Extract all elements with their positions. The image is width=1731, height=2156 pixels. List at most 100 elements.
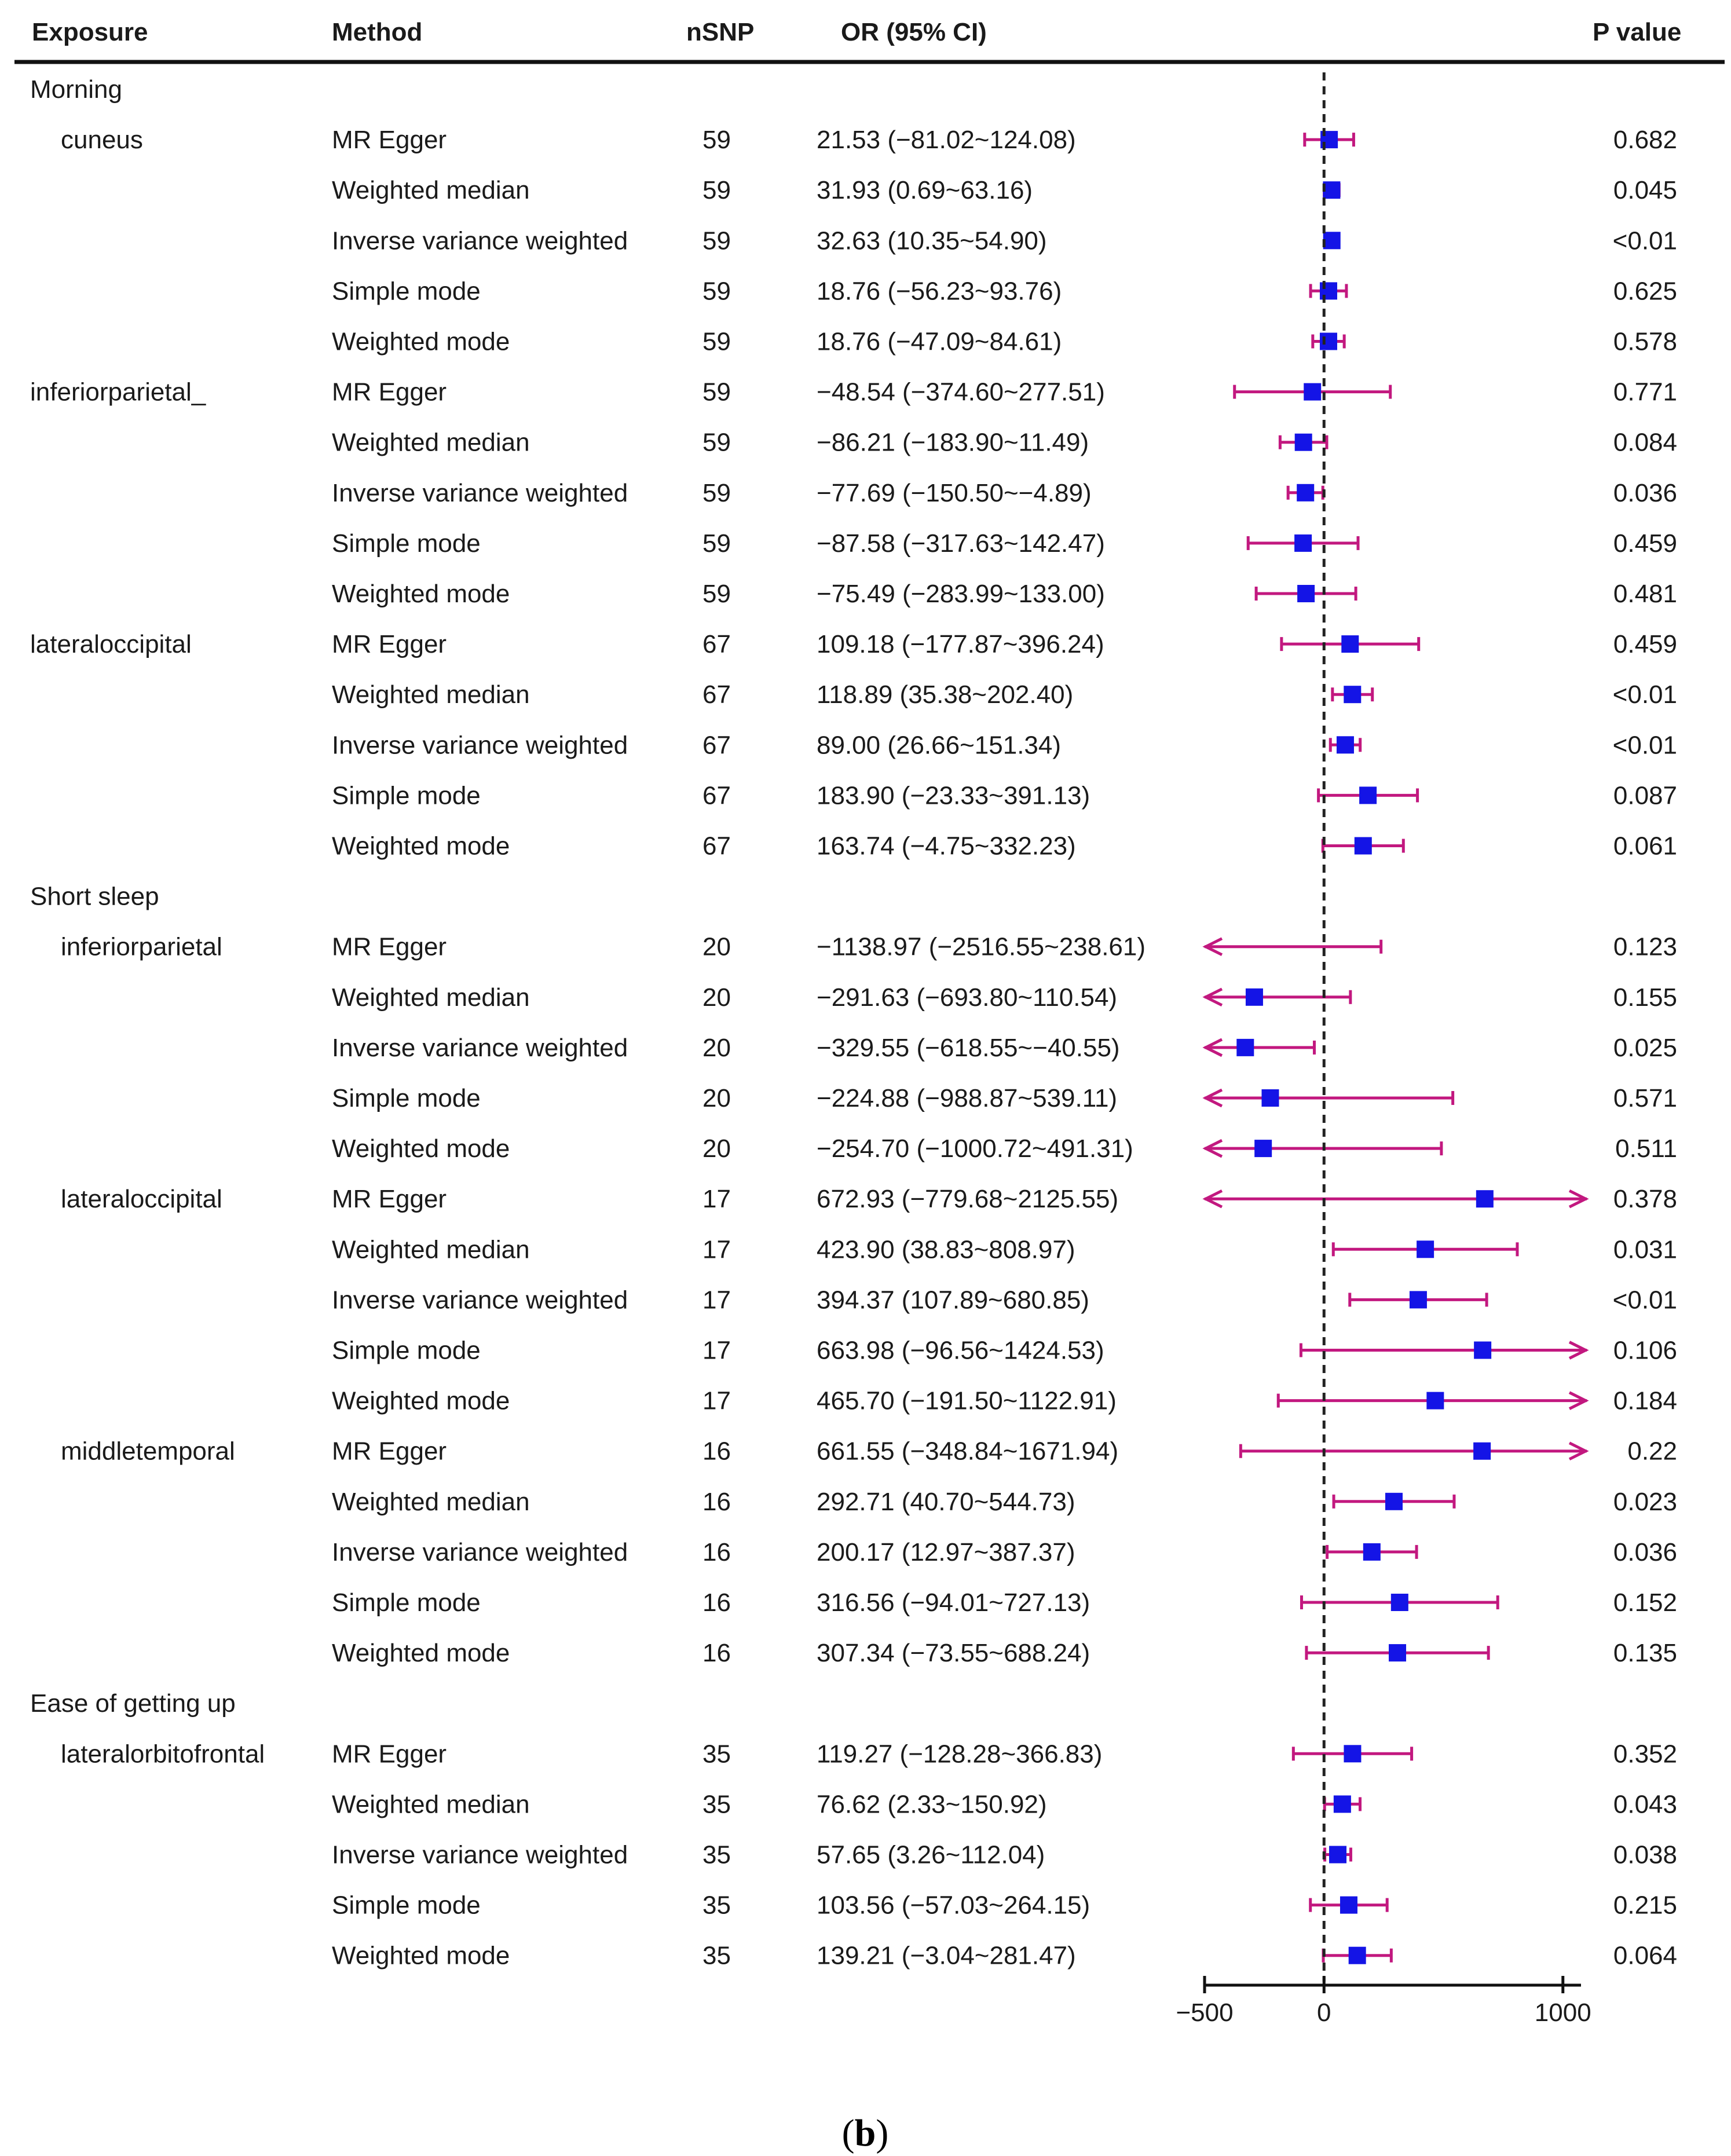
p-value: 0.106 — [1613, 1337, 1677, 1365]
or-ci-text: 18.76 (−47.09~84.61) — [817, 328, 1062, 356]
group-label: Ease of getting up — [30, 1689, 236, 1718]
table-row: Weighted mode 17 465.70 (−191.50~1122.91) 0… — [332, 1387, 1677, 1415]
nsnp-value: 35 — [702, 1841, 731, 1869]
or-ci-text: −48.54 (−374.60~277.51) — [817, 378, 1105, 407]
x-tick-label: 0 — [1317, 1998, 1331, 2027]
ci-mark — [1311, 332, 1346, 350]
nsnp-value: 35 — [702, 1740, 731, 1768]
nsnp-value: 59 — [702, 479, 731, 507]
nsnp-value: 35 — [702, 1790, 731, 1818]
or-ci-text: −86.21 (−183.90~11.49) — [817, 429, 1089, 457]
ci-mark — [1291, 1745, 1414, 1763]
exposure-label: middletemporal — [61, 1437, 235, 1466]
method-label: Weighted median — [332, 1488, 530, 1516]
table-row: lateralorbitofrontal MR Egger 35 119.27 (−1… — [61, 1740, 1677, 1768]
table-row: Weighted mode 67 163.74 (−4.75~332.23) 0.06… — [332, 832, 1677, 861]
p-value: 0.682 — [1613, 126, 1677, 154]
exposure-label: lateralorbitofrontal — [61, 1740, 265, 1768]
or-ci-text: 31.93 (0.69~63.16) — [817, 176, 1033, 204]
exposure-label: inferiorparietal_ — [30, 378, 206, 407]
p-value: <0.01 — [1613, 1286, 1677, 1314]
table-row: lateraloccipital MR Egger 67 109.18 (−177.8… — [30, 630, 1677, 658]
method-label: Simple mode — [332, 1588, 481, 1617]
method-label: MR Egger — [332, 630, 447, 658]
ci-mark — [1286, 484, 1324, 502]
table-row: Simple mode 16 316.56 (−94.01~727.13) 0.152 — [332, 1588, 1677, 1617]
p-value: 0.036 — [1613, 479, 1677, 507]
method-label: Simple mode — [332, 529, 481, 558]
table-row: Inverse variance weighted 67 89.00 (26.66~… — [332, 731, 1677, 759]
point-estimate — [1297, 585, 1315, 602]
header-exposure: Exposure — [32, 18, 148, 46]
ci-mark — [1331, 1240, 1519, 1258]
p-value: 0.045 — [1613, 176, 1677, 204]
method-label: Weighted median — [332, 1790, 530, 1818]
table-row: inferiorparietal_ MR Egger 59 −48.54 (−374.… — [30, 378, 1677, 407]
p-value: 0.038 — [1613, 1841, 1677, 1869]
or-ci-text: −224.88 (−988.87~539.11) — [817, 1084, 1117, 1112]
p-value: 0.043 — [1613, 1790, 1677, 1818]
nsnp-value: 16 — [702, 1437, 731, 1466]
nsnp-value: 17 — [702, 1337, 731, 1365]
nsnp-value: 20 — [702, 1134, 731, 1163]
or-ci-text: 103.56 (−57.03~264.15) — [817, 1891, 1090, 1920]
nsnp-value: 67 — [702, 832, 731, 861]
method-label: Simple mode — [332, 1891, 481, 1920]
or-ci-text: −75.49 (−283.99~133.00) — [817, 580, 1105, 608]
table-row: Weighted mode 35 139.21 (−3.04~281.47) 0.06… — [332, 1942, 1677, 1970]
or-ci-text: 76.62 (2.33~150.92) — [817, 1790, 1047, 1818]
method-label: MR Egger — [332, 378, 447, 407]
or-ci-text: 183.90 (−23.33~391.13) — [817, 781, 1090, 810]
x-axis: −500 0 1000 — [1176, 1976, 1591, 2027]
ci-arrow-right — [1568, 1441, 1589, 1460]
table-row: Weighted mode 59 18.76 (−47.09~84.61) 0.578 — [332, 328, 1677, 356]
nsnp-value: 17 — [702, 1185, 731, 1213]
ci-mark — [1348, 1291, 1488, 1309]
ci-mark — [1202, 987, 1352, 1007]
nsnp-value: 35 — [702, 1891, 731, 1920]
p-value: 0.378 — [1613, 1185, 1677, 1213]
point-estimate — [1329, 1846, 1347, 1864]
nsnp-value: 59 — [702, 328, 731, 356]
point-estimate — [1348, 1946, 1366, 1964]
or-ci-text: 118.89 (35.38~202.40) — [817, 680, 1073, 709]
point-estimate — [1340, 1896, 1357, 1914]
ci-mark — [1300, 1594, 1499, 1611]
method-label: Weighted mode — [332, 1387, 510, 1415]
p-value: 0.481 — [1613, 580, 1677, 608]
p-value: 0.135 — [1613, 1639, 1677, 1667]
table-row: Weighted median 35 76.62 (2.33~150.92) 0.04… — [332, 1790, 1677, 1818]
or-ci-text: 119.27 (−128.28~366.83) — [817, 1740, 1102, 1768]
ci-mark — [1317, 786, 1419, 804]
or-ci-text: 139.21 (−3.04~281.47) — [817, 1942, 1076, 1970]
p-value: 0.036 — [1613, 1538, 1677, 1566]
p-value: <0.01 — [1613, 226, 1677, 255]
nsnp-value: 16 — [702, 1588, 731, 1617]
table-row: lateraloccipital MR Egger 17 672.93 (−779.6… — [61, 1185, 1677, 1213]
or-ci-text: 57.65 (3.26~112.04) — [817, 1841, 1045, 1869]
or-ci-text: 316.56 (−94.01~727.13) — [817, 1588, 1090, 1617]
method-label: MR Egger — [332, 1740, 447, 1768]
method-label: Weighted mode — [332, 1134, 510, 1163]
ci-mark — [1202, 1088, 1455, 1108]
method-label: Weighted median — [332, 1235, 530, 1264]
point-estimate — [1261, 1089, 1279, 1107]
method-label: Simple mode — [332, 1084, 481, 1112]
method-label: Weighted mode — [332, 580, 510, 608]
ci-mark — [1309, 282, 1348, 300]
point-estimate — [1417, 1240, 1434, 1258]
point-estimate — [1245, 988, 1263, 1006]
or-ci-text: 465.70 (−191.50~1122.91) — [817, 1387, 1117, 1415]
ci-mark — [1246, 534, 1360, 552]
p-value: 0.031 — [1613, 1235, 1677, 1264]
group-label: Short sleep — [30, 883, 159, 911]
ci-arrow-left — [1202, 1189, 1223, 1209]
point-estimate — [1236, 1038, 1254, 1056]
method-label: Inverse variance weighted — [332, 1034, 628, 1062]
p-value: 0.025 — [1613, 1034, 1677, 1062]
nsnp-value: 67 — [702, 680, 731, 709]
or-ci-text: 32.63 (10.35~54.90) — [817, 226, 1047, 255]
nsnp-value: 67 — [702, 731, 731, 759]
p-value: 0.084 — [1613, 429, 1677, 457]
table-row: Weighted median 59 −86.21 (−183.90~11.49) 0… — [332, 429, 1677, 457]
